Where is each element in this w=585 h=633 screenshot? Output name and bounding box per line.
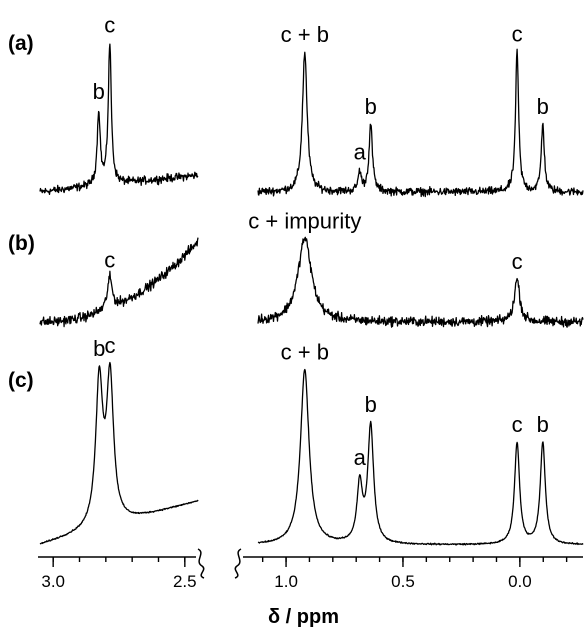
peak-label: b xyxy=(93,336,105,361)
peak-label: b xyxy=(365,94,377,119)
peak-label: c xyxy=(104,247,115,272)
peak-label: c xyxy=(105,333,116,358)
peak-label: c + b xyxy=(281,339,329,364)
peak-label: a xyxy=(354,445,367,470)
tick-label: 2.5 xyxy=(173,572,197,591)
peak-label: b xyxy=(93,79,105,104)
x-axis-ticks: 3.0 2.5 1.0 0.5 0.0 xyxy=(41,557,568,591)
panel-label: (c) xyxy=(8,369,34,392)
peak-label: c xyxy=(512,249,523,274)
panel-label: (b) xyxy=(8,232,35,255)
peak-label: b xyxy=(365,392,377,417)
tick-label: 1.0 xyxy=(274,572,298,591)
spectrum-trace xyxy=(257,236,584,328)
peak-label: c + b xyxy=(281,22,329,47)
peak-label: b xyxy=(537,412,549,437)
peak-label: c xyxy=(512,22,523,47)
spectrum-trace xyxy=(39,237,199,328)
x-axis: 3.0 2.5 1.0 0.5 0.0 δ / ppm xyxy=(38,548,583,628)
spectrum-trace xyxy=(39,43,199,196)
spectrum-trace xyxy=(257,48,584,198)
peak-label: c xyxy=(512,412,523,437)
spectrum-trace xyxy=(39,361,199,545)
x-axis-title: δ / ppm xyxy=(268,606,339,628)
spectrum-trace xyxy=(257,368,584,546)
tick-label: 3.0 xyxy=(41,572,65,591)
tick-label: 0.5 xyxy=(391,572,415,591)
peak-label: b xyxy=(537,94,549,119)
axis-break-right xyxy=(234,548,242,579)
panel-2: (b) c c + impurity c xyxy=(8,208,584,328)
panel-label: (a) xyxy=(8,32,34,55)
peak-label: a xyxy=(354,140,367,165)
peak-label: c xyxy=(104,13,115,38)
peak-label: c + impurity xyxy=(248,208,361,233)
axis-break-left xyxy=(197,548,205,579)
tick-label: 0.0 xyxy=(508,572,532,591)
